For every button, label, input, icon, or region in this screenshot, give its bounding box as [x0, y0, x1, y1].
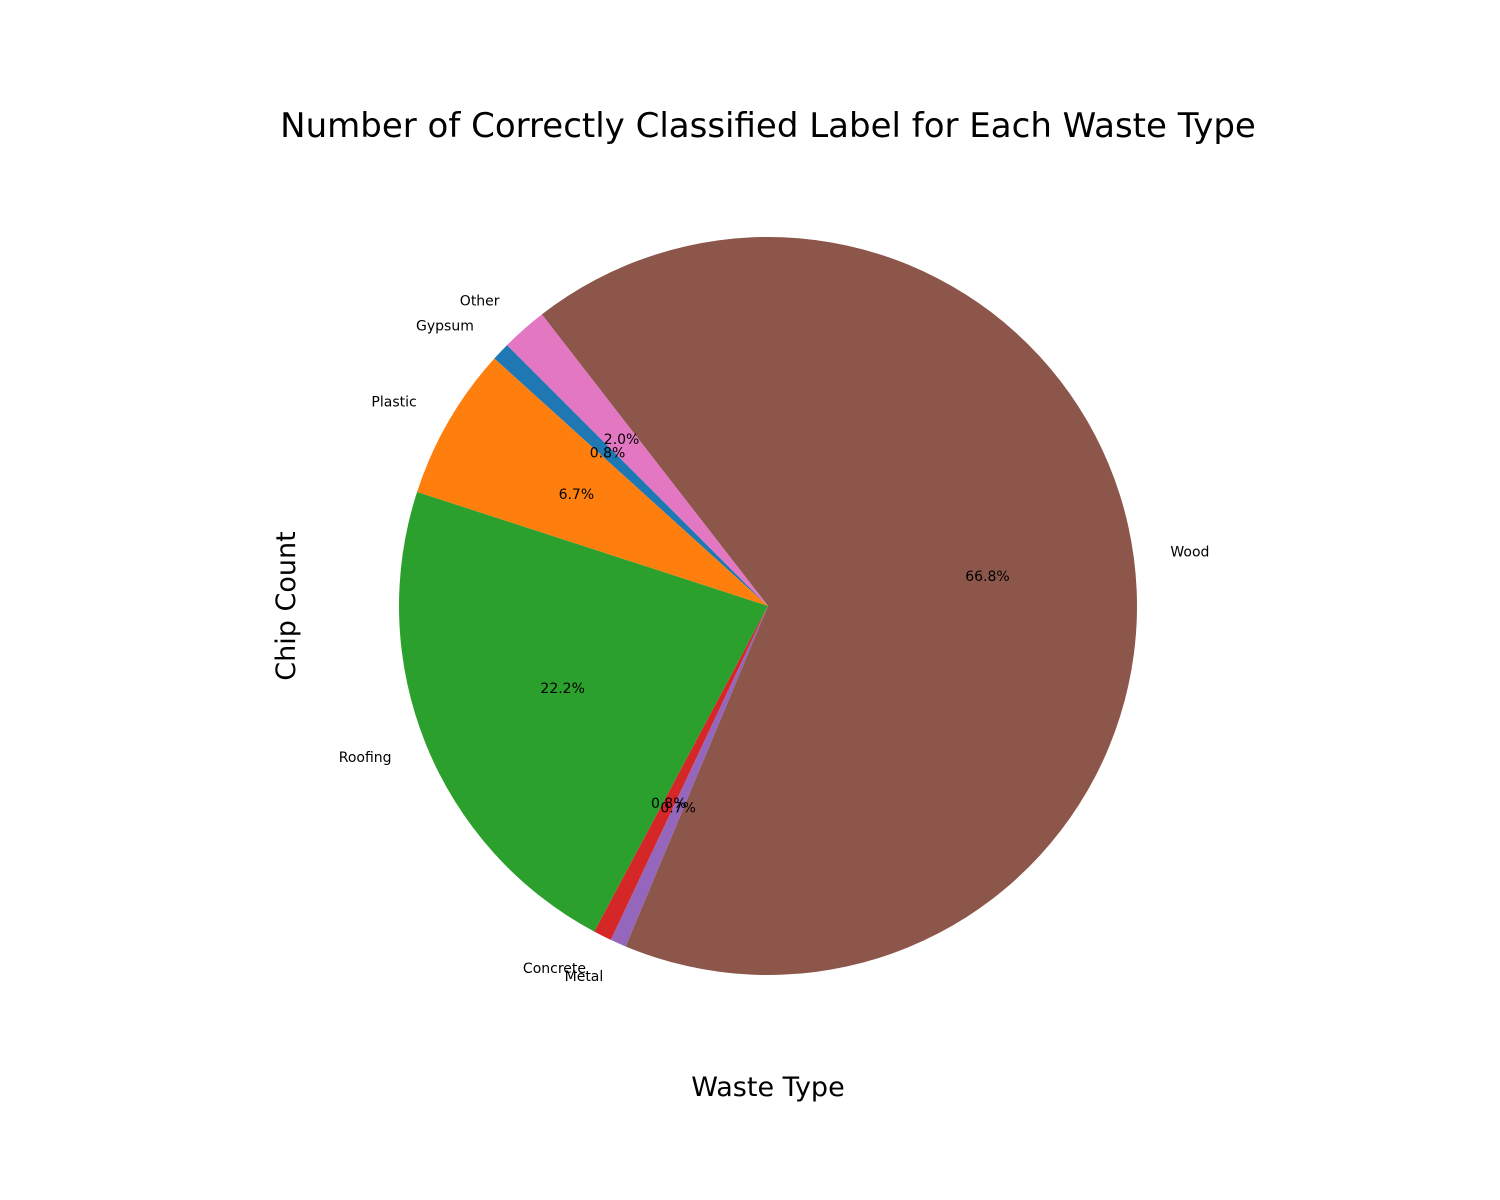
slice-percent-concrete: 0.8%	[651, 796, 687, 812]
chart-title: Number of Correctly Classified Label for…	[280, 106, 1256, 146]
pie-slice-other	[507, 314, 768, 606]
slice-percent-other: 2.0%	[604, 432, 640, 448]
slice-label-concrete: Concrete	[523, 961, 586, 977]
slice-label-plastic: Plastic	[371, 395, 416, 411]
pie-slice-gypsum	[494, 345, 768, 606]
slice-percent-gypsum: 0.8%	[590, 445, 626, 461]
pie-slice-concrete	[594, 606, 768, 940]
x-axis-label: Waste Type	[691, 1072, 844, 1103]
slice-label-roofing: Roofing	[339, 750, 392, 766]
pie-slice-metal	[610, 606, 768, 947]
pie-slice-wood	[541, 237, 1137, 976]
slice-percent-roofing: 22.2%	[540, 681, 584, 697]
slice-label-metal: Metal	[565, 969, 604, 985]
slice-label-gypsum: Gypsum	[416, 318, 474, 334]
y-axis-label: Chip Count	[271, 531, 302, 680]
pie-slice-plastic	[417, 358, 768, 606]
pie-slice-roofing	[398, 491, 768, 932]
slice-percent-metal: 0.7%	[660, 800, 696, 816]
slice-percent-wood: 66.8%	[965, 569, 1009, 585]
slice-label-wood: Wood	[1170, 545, 1209, 561]
pie-labels: Gypsum 0.8% Plastic 6.7% Roofing 22.2% Concret…	[339, 294, 1210, 985]
slice-label-other: Other	[460, 294, 500, 310]
slice-percent-plastic: 6.7%	[559, 487, 595, 503]
pie-slices	[398, 237, 1137, 976]
